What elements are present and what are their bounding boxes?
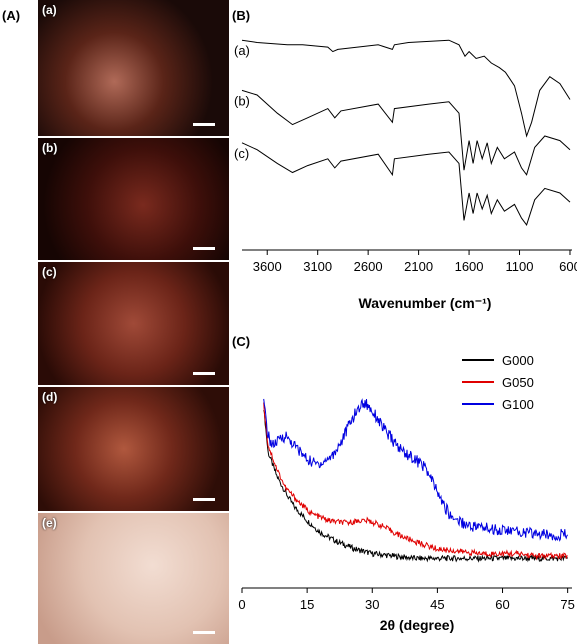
panel-label-b: (B)	[232, 8, 251, 23]
ftir-spectrum-line	[241, 142, 571, 226]
xrd-tick-label: 15	[300, 597, 314, 612]
xrd-tick-label: 0	[238, 597, 245, 612]
ftir-tick-label: 2100	[404, 259, 433, 274]
ftir-tick-label: 600	[559, 259, 577, 274]
photo-label: (c)	[42, 265, 57, 279]
photo-label: (e)	[42, 516, 57, 530]
legend-label: G100	[502, 397, 534, 412]
ftir-series-label: (b)	[234, 93, 250, 108]
xrd-tick-label: 30	[365, 597, 379, 612]
photo-label: (b)	[42, 141, 58, 155]
ftir-series-label: (c)	[234, 146, 249, 161]
panel-label-a: (A)	[2, 8, 21, 23]
xrd-tick-label: 75	[560, 597, 574, 612]
sample-photo: (d)	[38, 387, 229, 511]
panel-label-c: (C)	[232, 334, 251, 349]
photo-label: (d)	[42, 390, 58, 404]
sample-photo: (b)	[38, 138, 229, 260]
ftir-tick-label: 3600	[253, 259, 282, 274]
sample-photo: (e)	[38, 513, 229, 644]
legend-label: G000	[502, 353, 534, 368]
ftir-spectrum-line	[241, 89, 571, 176]
xrd-chart: 0 15 30 45 60 75 2θ (degree) G000 G050 G100	[238, 353, 575, 633]
photo-label: (a)	[42, 3, 57, 17]
xrd-pattern-line	[263, 398, 569, 542]
sample-photo: (c)	[38, 262, 229, 385]
legend-label: G050	[502, 375, 534, 390]
ftir-tick-label: 1100	[506, 259, 534, 274]
ftir-spectrum-line	[241, 39, 571, 138]
ftir-tick-label: 2600	[354, 259, 383, 274]
xrd-x-axis-label: 2θ (degree)	[380, 617, 454, 633]
xrd-tick-label: 45	[430, 597, 444, 612]
xrd-pattern-line	[263, 410, 569, 563]
ftir-tick-label: 3100	[303, 259, 332, 274]
scale-bar	[193, 247, 215, 250]
ftir-chart: (a) (b) (c) 3600 3100 2600 2100 1600 1100 600 Wave…	[234, 39, 577, 311]
xrd-pattern-line	[263, 402, 568, 561]
scale-bar	[193, 372, 215, 375]
xrd-tick-label: 60	[495, 597, 509, 612]
ftir-series-label: (a)	[234, 43, 250, 58]
scale-bar	[193, 123, 215, 126]
scale-bar	[193, 631, 215, 634]
ftir-x-axis-label: Wavenumber (cm⁻¹)	[359, 295, 492, 311]
scale-bar	[193, 498, 215, 501]
ftir-tick-label: 1600	[455, 259, 484, 274]
sample-photo: (a)	[38, 0, 229, 136]
